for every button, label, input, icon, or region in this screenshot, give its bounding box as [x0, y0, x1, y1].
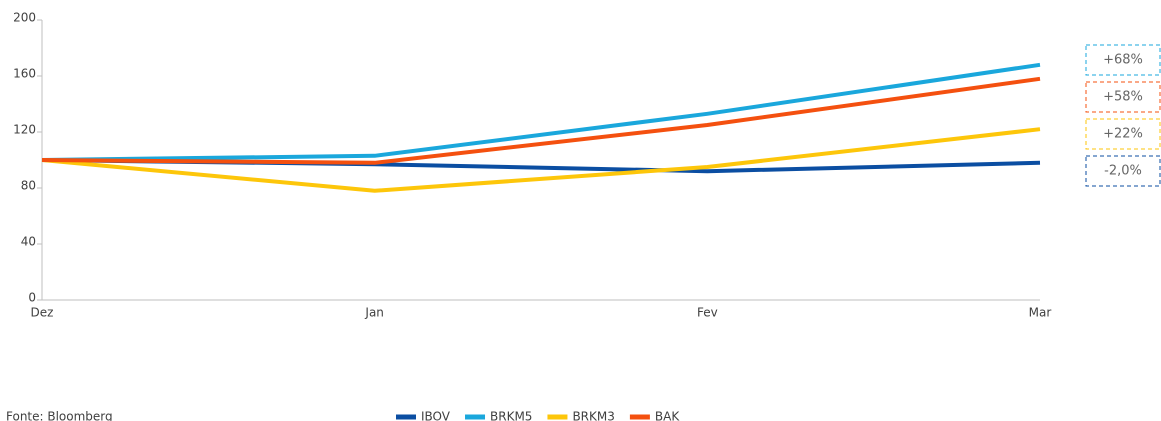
series-line — [41, 76, 1041, 165]
annotation-box — [1085, 155, 1161, 187]
x-tick-label: Jan — [364, 306, 384, 320]
annotation-box — [1085, 118, 1161, 150]
y-tick-label: 120 — [13, 123, 36, 137]
series-line — [41, 127, 1041, 193]
y-tick-label: 0 — [28, 291, 36, 305]
legend-label: BRKM5 — [490, 410, 532, 421]
annotation-box — [1085, 44, 1161, 76]
annotation: +58% — [1103, 90, 1143, 105]
y-tick-label: 160 — [13, 67, 36, 81]
y-tick-label: 200 — [13, 11, 36, 25]
legend-label: BRKM3 — [572, 410, 614, 421]
series-line — [41, 62, 1041, 162]
legend-label: IBOV — [421, 410, 451, 421]
x-tick-label: Fev — [697, 306, 718, 320]
annotation: +68% — [1103, 53, 1143, 68]
source: Fonte: Bloomberg — [6, 410, 113, 421]
annotation-box — [1085, 81, 1161, 113]
y-tick-label: 40 — [21, 235, 36, 249]
x-tick-label: Dez — [31, 306, 54, 320]
annotation: -2,0% — [1104, 164, 1142, 179]
legend-label: BAK — [655, 410, 680, 421]
x-tick-label: Mar — [1029, 306, 1052, 320]
annotation: +22% — [1103, 127, 1143, 142]
y-tick-label: 80 — [21, 179, 36, 193]
